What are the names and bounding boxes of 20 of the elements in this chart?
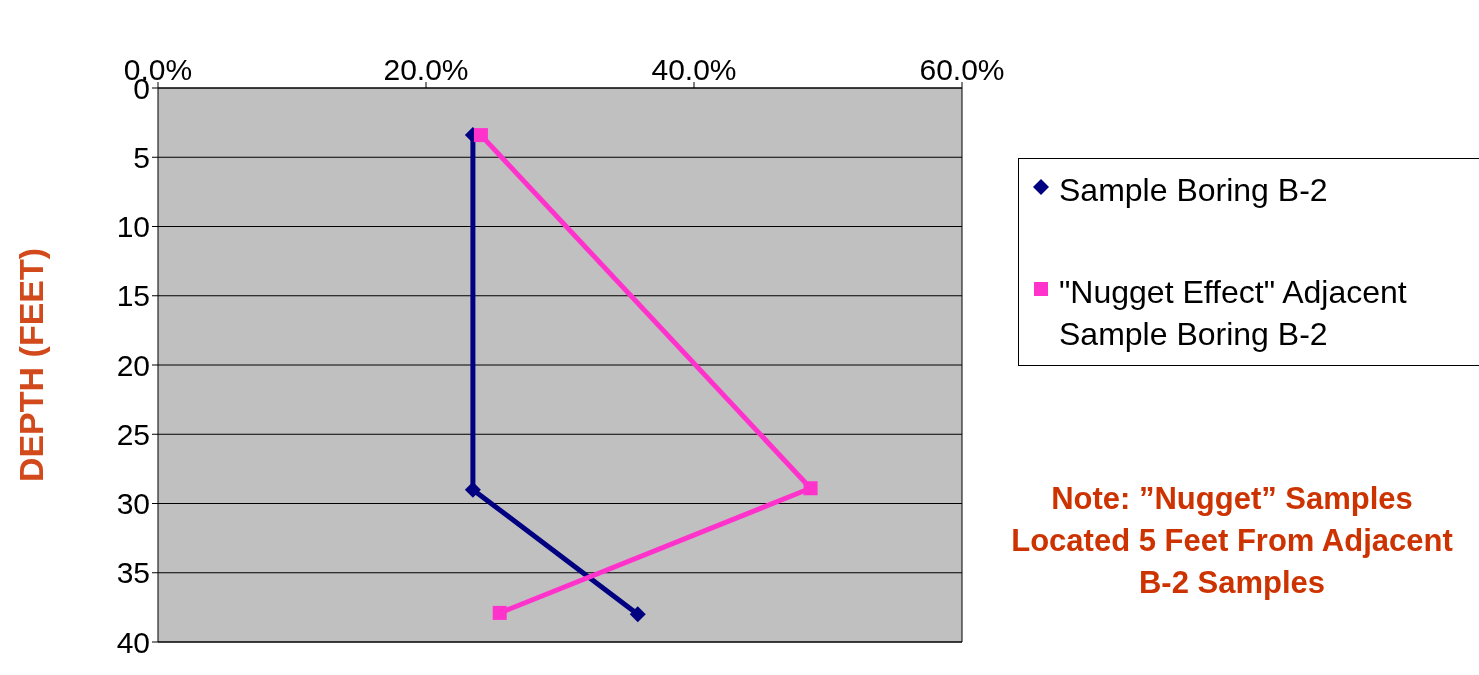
legend-label: "Nugget Effect" Adjacent Sample Boring B-2 xyxy=(1059,273,1408,354)
y-tick-label: 35 xyxy=(116,556,150,590)
y-tick-label: 20 xyxy=(116,348,150,382)
y-tick-label: 40 xyxy=(116,625,150,659)
x-tick-label: 40.0% xyxy=(651,53,737,86)
y-tick-label: 10 xyxy=(116,210,150,244)
x-tick-label: 20.0% xyxy=(383,53,469,86)
y-axis-title: DEPTH (FEET) xyxy=(12,247,51,483)
y-tick-label: 25 xyxy=(116,417,150,451)
y-tick-label: 15 xyxy=(116,279,150,313)
point xyxy=(473,128,488,143)
text: Note: ”Nugget” Samples Located 5 Feet From Adjacent B-2 Samples xyxy=(1010,480,1454,602)
y-tick-label: 30 xyxy=(116,487,150,521)
legend-label: Sample Boring B-2 xyxy=(1059,171,1328,210)
point xyxy=(803,481,818,496)
x-tick-label: 60.0% xyxy=(919,53,1005,86)
point xyxy=(492,605,507,620)
point xyxy=(464,481,481,498)
y-tick-label: 5 xyxy=(133,140,150,174)
point xyxy=(629,606,646,623)
